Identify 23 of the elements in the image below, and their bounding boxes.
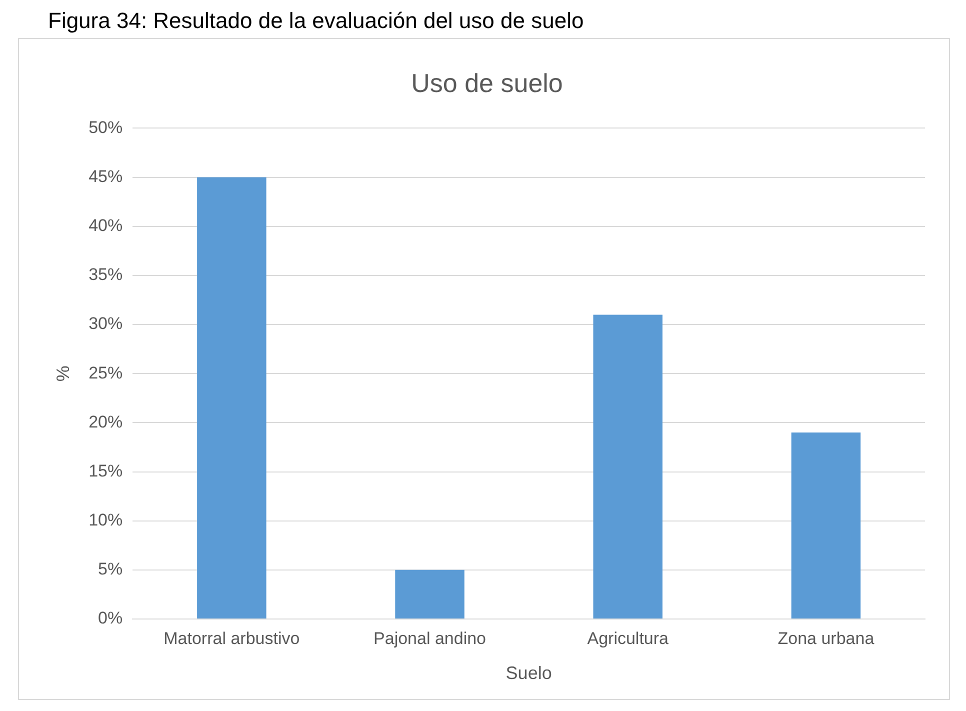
x-axis-title: Suelo — [506, 663, 552, 684]
y-tick-label: 10% — [88, 510, 123, 530]
bar — [197, 177, 266, 618]
x-tick-label: Matorral arbustivo — [164, 628, 300, 648]
bar — [791, 432, 861, 618]
bar — [395, 570, 464, 618]
y-tick-label: 0% — [98, 608, 123, 628]
y-tick-label: 45% — [88, 166, 123, 186]
chart-title: Uso de suelo — [411, 68, 563, 98]
x-tick-label: Zona urbana — [778, 628, 875, 648]
y-tick-label: 25% — [88, 363, 123, 382]
y-tick-label: 50% — [88, 118, 123, 137]
y-tick-label: 15% — [88, 461, 123, 480]
y-tick-label: 35% — [88, 265, 123, 284]
text: Figura 34: Resultado de la evaluación del uso de suelo — [48, 8, 585, 34]
y-tick-label: 30% — [88, 314, 123, 334]
y-axis-title: % — [52, 366, 73, 382]
y-tick-label: 5% — [98, 560, 123, 579]
y-tick-label: 40% — [88, 216, 123, 236]
bar — [593, 314, 662, 618]
y-tick-label: 20% — [88, 412, 123, 432]
x-tick-label: Agricultura — [587, 628, 670, 648]
x-tick-label: Pajonal andino — [374, 628, 486, 648]
